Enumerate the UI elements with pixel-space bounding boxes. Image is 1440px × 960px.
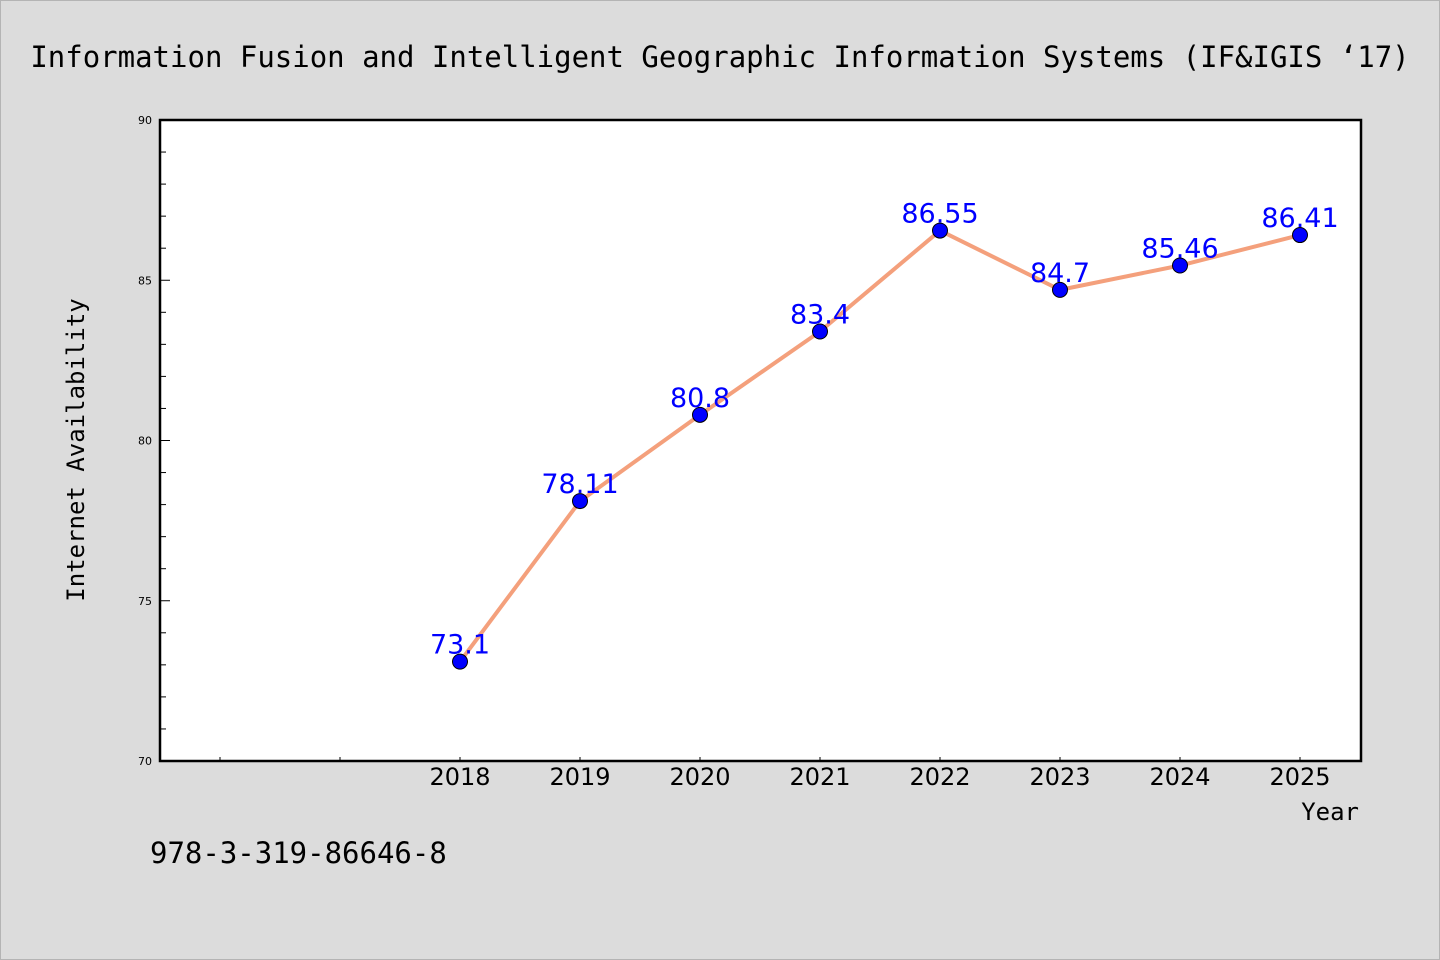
y-tick-label: 85 (138, 274, 152, 287)
series-line (458, 228, 1301, 663)
x-tick-label: 2019 (549, 763, 610, 791)
y-tick-label: 75 (138, 595, 152, 608)
data-label: 83.4 (790, 300, 850, 331)
x-tick-label: 2018 (429, 763, 490, 791)
data-labels: 73.1 78.11 80.8 83.4 86.55 84.7 85.46 86.41 (430, 199, 1339, 661)
data-point (572, 493, 588, 510)
data-label: 80.8 (670, 383, 730, 414)
data-label: 84.7 (1030, 258, 1090, 289)
x-tick-label: 2024 (1149, 763, 1210, 791)
y-tick-label: 90 (138, 114, 152, 127)
data-point (1292, 227, 1308, 244)
x-tick-label: 2020 (669, 763, 730, 791)
y-axis: 70 75 80 85 90 (138, 114, 170, 768)
y-tick-label: 70 (138, 755, 152, 768)
data-point (932, 222, 948, 239)
x-tick-label: 2022 (909, 763, 970, 791)
x-axis: 2018 2019 2020 2021 2022 2023 2024 2025 (219, 757, 1331, 791)
x-tick-label: 2025 (1269, 763, 1330, 791)
plot-area (158, 118, 1363, 763)
data-label: 85.46 (1141, 234, 1218, 265)
data-point (812, 323, 828, 340)
data-point (1172, 257, 1188, 274)
x-axis-label: Year (1301, 798, 1359, 826)
data-label: 86.55 (901, 199, 978, 230)
data-point (1052, 281, 1068, 298)
isbn-text: 978-3-319-86646-8 (150, 836, 447, 870)
y-axis-label: Internet Availability (62, 298, 90, 601)
data-point (452, 653, 468, 670)
series-markers (452, 222, 1308, 670)
data-label: 86.41 (1261, 203, 1338, 234)
x-tick-label: 2021 (789, 763, 850, 791)
x-tick-label: 2023 (1029, 763, 1090, 791)
chart-title: Information Fusion and Intelligent Geogr… (30, 40, 1409, 74)
y-tick-label: 80 (138, 435, 152, 448)
data-point (692, 406, 708, 423)
data-label: 73.1 (430, 630, 490, 661)
data-label: 78.11 (541, 469, 618, 500)
